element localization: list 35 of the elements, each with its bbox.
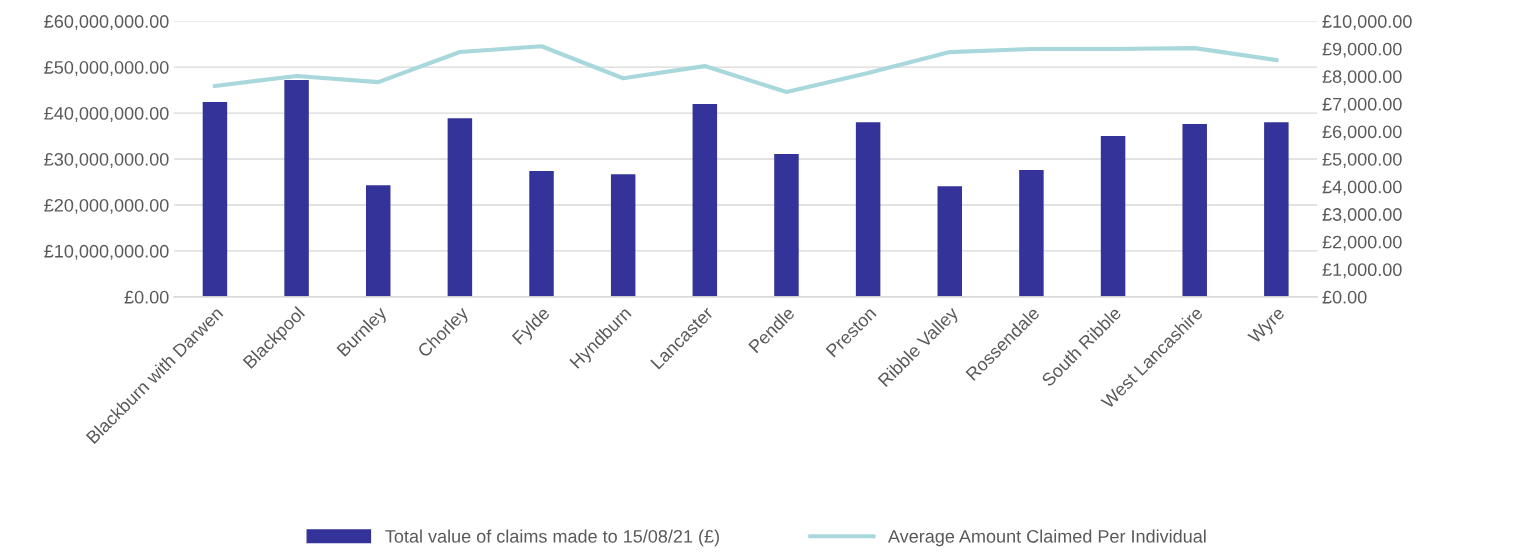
y-tick-label: £10,000,000.00 xyxy=(44,244,169,260)
bar xyxy=(447,118,473,297)
bar xyxy=(610,174,636,297)
y2-tick-label: £7,000.00 xyxy=(1322,97,1402,113)
y-tick-label: £30,000,000.00 xyxy=(44,152,169,168)
y2-tick-label: £0.00 xyxy=(1322,290,1367,304)
bar xyxy=(202,102,228,297)
bar xyxy=(1264,122,1289,297)
y2-tick-label: £3,000.00 xyxy=(1322,208,1402,224)
legend-label: Total value of claims made to 15/08/21 (£) xyxy=(385,529,719,547)
bar xyxy=(1182,124,1207,297)
y2-tick-label: £2,000.00 xyxy=(1322,235,1402,251)
bar xyxy=(855,122,881,297)
y-tick-label: £60,000,000.00 xyxy=(44,15,169,31)
legend-label: Average Amount Claimed Per Individual xyxy=(887,529,1206,547)
y2-tick-label: £4,000.00 xyxy=(1322,180,1402,196)
bar xyxy=(365,185,391,297)
y-tick-label: £20,000,000.00 xyxy=(44,198,169,214)
bar xyxy=(284,79,309,297)
y-tick-label: £0.00 xyxy=(124,290,169,304)
bar xyxy=(692,103,718,297)
bar xyxy=(1019,170,1044,297)
bar xyxy=(1100,136,1126,297)
y2-tick-label: £1,000.00 xyxy=(1322,263,1402,279)
y2-tick-label: £6,000.00 xyxy=(1322,125,1402,141)
bar xyxy=(529,170,554,297)
y-tick-label: £40,000,000.00 xyxy=(44,107,169,122)
y2-tick-label: £5,000.00 xyxy=(1322,152,1402,168)
y2-tick-label: £8,000.00 xyxy=(1322,70,1402,86)
y2-tick-label: £9,000.00 xyxy=(1322,42,1402,58)
bar xyxy=(774,153,799,297)
line-series xyxy=(212,44,1279,95)
y2-tick-label: £10,000.00 xyxy=(1322,15,1412,31)
bar xyxy=(937,186,963,297)
y-tick-label: £50,000,000.00 xyxy=(44,61,169,76)
